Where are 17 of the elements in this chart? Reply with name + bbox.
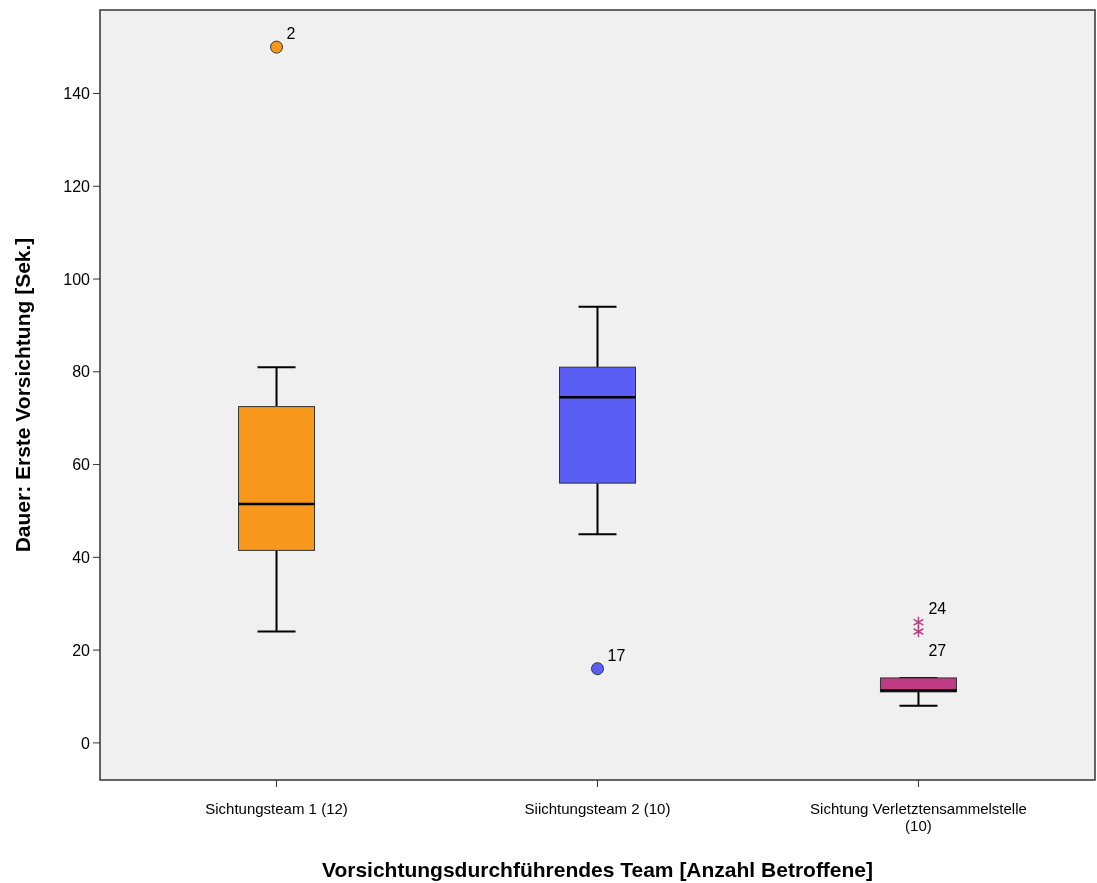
annotation: 24 <box>928 600 947 618</box>
annotation: 2 <box>286 25 296 43</box>
y-tick-label: 0 <box>81 734 91 752</box>
y-tick-label: 120 <box>63 177 91 195</box>
y-axis-title: Dauer: Erste Vorsichtung [Sek.] <box>11 237 34 553</box>
y-tick-label: 100 <box>63 270 91 288</box>
y-tick-label: 60 <box>72 456 91 474</box>
annotation: 17 <box>607 646 626 664</box>
y-tick-label: 140 <box>63 85 91 103</box>
x-tick-label: Sichtung Verletztensammelstelle (10) <box>810 800 1027 834</box>
x-axis-title: Vorsichtungsdurchführendes Team [Anzahl Betroffene] <box>321 858 874 881</box>
annotation: 27 <box>928 641 947 659</box>
y-tick-label: 40 <box>72 548 91 566</box>
x-tick-label: Sichtungsteam 1 (12) <box>205 800 348 817</box>
y-tick-label: 20 <box>72 641 91 659</box>
x-tick-label: Siichtungsteam 2 (10) <box>524 800 671 817</box>
y-tick-label: 80 <box>72 363 91 381</box>
